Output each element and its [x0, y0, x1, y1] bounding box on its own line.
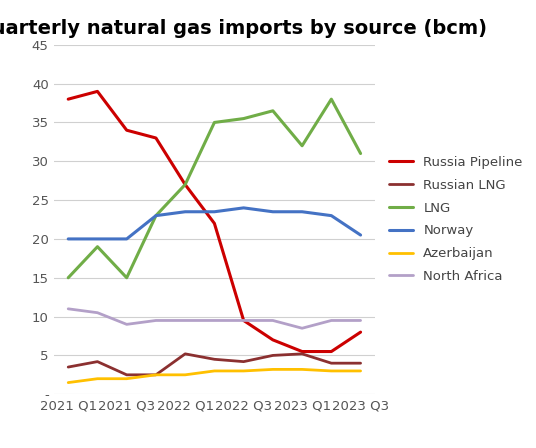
- Russian LNG: [299, 351, 306, 357]
- Azerbaijan: [270, 367, 276, 372]
- Russia Pipeline: [182, 182, 188, 187]
- North Africa: [123, 322, 130, 327]
- Azerbaijan: [241, 368, 247, 374]
- North Africa: [94, 310, 101, 315]
- LNG: [328, 96, 334, 102]
- Norway: [211, 209, 218, 215]
- Russia Pipeline: [211, 221, 218, 226]
- North Africa: [299, 326, 306, 331]
- North Africa: [211, 318, 218, 323]
- Norway: [328, 213, 334, 218]
- Russian LNG: [358, 361, 364, 366]
- Russian LNG: [328, 361, 334, 366]
- Russia Pipeline: [94, 89, 101, 94]
- Azerbaijan: [65, 380, 71, 385]
- Russia Pipeline: [65, 96, 71, 102]
- Line: Russian LNG: Russian LNG: [68, 354, 361, 375]
- LNG: [358, 151, 364, 156]
- Line: Norway: Norway: [68, 208, 361, 239]
- LNG: [153, 213, 159, 218]
- LNG: [241, 116, 247, 121]
- North Africa: [241, 318, 247, 323]
- Russia Pipeline: [270, 337, 276, 343]
- Russian LNG: [270, 353, 276, 358]
- LNG: [182, 182, 188, 187]
- LNG: [299, 143, 306, 148]
- North Africa: [182, 318, 188, 323]
- Title: EU quarterly natural gas imports by source (bcm): EU quarterly natural gas imports by sour…: [0, 19, 487, 38]
- Azerbaijan: [211, 368, 218, 374]
- Azerbaijan: [299, 367, 306, 372]
- Norway: [123, 236, 130, 241]
- LNG: [211, 120, 218, 125]
- North Africa: [65, 306, 71, 311]
- Russia Pipeline: [241, 318, 247, 323]
- Russia Pipeline: [153, 135, 159, 141]
- Line: Russia Pipeline: Russia Pipeline: [68, 91, 361, 352]
- Azerbaijan: [182, 372, 188, 378]
- North Africa: [358, 318, 364, 323]
- Line: North Africa: North Africa: [68, 309, 361, 328]
- Azerbaijan: [328, 368, 334, 374]
- Norway: [299, 209, 306, 215]
- Line: LNG: LNG: [68, 99, 361, 278]
- LNG: [123, 275, 130, 280]
- LNG: [65, 275, 71, 280]
- Russian LNG: [94, 359, 101, 364]
- Norway: [270, 209, 276, 215]
- Azerbaijan: [358, 368, 364, 374]
- North Africa: [328, 318, 334, 323]
- Norway: [358, 233, 364, 238]
- Legend: Russia Pipeline, Russian LNG, LNG, Norway, Azerbaijan, North Africa: Russia Pipeline, Russian LNG, LNG, Norwa…: [385, 152, 526, 287]
- Line: Azerbaijan: Azerbaijan: [68, 370, 361, 383]
- Russian LNG: [211, 357, 218, 362]
- Norway: [241, 205, 247, 211]
- Norway: [153, 213, 159, 218]
- Azerbaijan: [123, 376, 130, 381]
- Norway: [65, 236, 71, 241]
- Norway: [182, 209, 188, 215]
- Russian LNG: [182, 351, 188, 357]
- Azerbaijan: [94, 376, 101, 381]
- North Africa: [270, 318, 276, 323]
- Norway: [94, 236, 101, 241]
- Russian LNG: [65, 364, 71, 370]
- LNG: [270, 108, 276, 113]
- Russia Pipeline: [328, 349, 334, 354]
- LNG: [94, 244, 101, 250]
- Russia Pipeline: [358, 329, 364, 335]
- Russian LNG: [123, 372, 130, 378]
- Russia Pipeline: [123, 128, 130, 133]
- North Africa: [153, 318, 159, 323]
- Azerbaijan: [153, 372, 159, 378]
- Russian LNG: [153, 372, 159, 378]
- Russia Pipeline: [299, 349, 306, 354]
- Russian LNG: [241, 359, 247, 364]
